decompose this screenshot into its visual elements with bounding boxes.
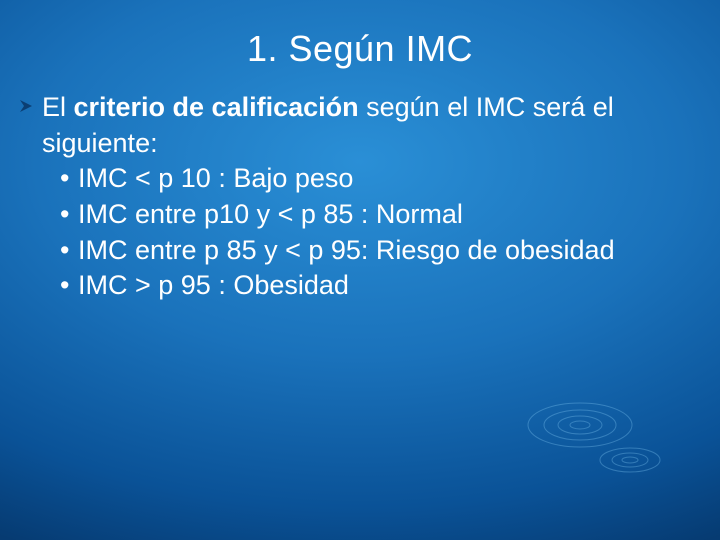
list-item: • IMC > p 95 : Obesidad — [60, 268, 702, 304]
ripple-icon — [510, 370, 680, 500]
list-item-text: IMC entre p 85 y < p 95: Riesgo de obesi… — [78, 233, 615, 269]
slide-title: 1. Según IMC — [0, 0, 720, 70]
arrow-icon — [18, 98, 34, 114]
list-item-text: IMC entre p10 y < p 85 : Normal — [78, 197, 463, 233]
list-item-text: IMC < p 10 : Bajo peso — [78, 161, 353, 197]
list-item-text: IMC > p 95 : Obesidad — [78, 268, 349, 304]
lead-bold: criterio de calificación — [74, 92, 359, 122]
slide-body: El criterio de calificación según el IMC… — [0, 70, 720, 304]
lead-pre: El — [42, 92, 74, 122]
list-item: • IMC entre p 85 y < p 95: Riesgo de obe… — [60, 233, 702, 269]
bullet-icon: • — [60, 233, 78, 269]
bullet-icon: • — [60, 197, 78, 233]
bullet-icon: • — [60, 161, 78, 197]
lead-paragraph: El criterio de calificación según el IMC… — [18, 90, 702, 161]
bullet-list: • IMC < p 10 : Bajo peso • IMC entre p10… — [18, 161, 702, 304]
list-item: • IMC entre p10 y < p 85 : Normal — [60, 197, 702, 233]
list-item: • IMC < p 10 : Bajo peso — [60, 161, 702, 197]
bullet-icon: • — [60, 268, 78, 304]
slide: 1. Según IMC El criterio de calificación… — [0, 0, 720, 540]
